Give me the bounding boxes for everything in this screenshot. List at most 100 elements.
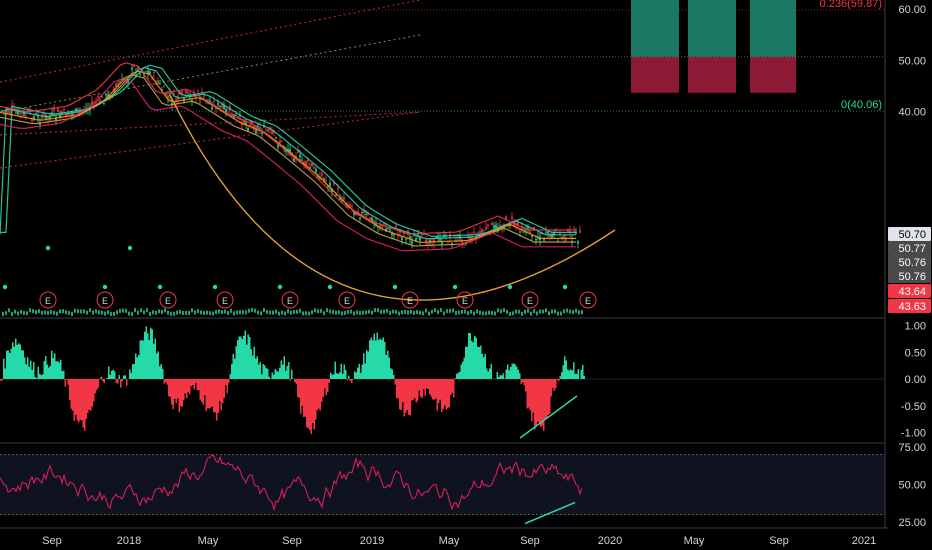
- candle-body: [533, 227, 535, 230]
- volume-bar: [137, 310, 139, 315]
- osc-bar: [546, 379, 548, 419]
- osc-bar: [70, 379, 72, 409]
- osc-bar: [367, 351, 369, 379]
- candle-body: [101, 96, 103, 98]
- candle-body: [427, 243, 429, 245]
- osc-bar: [459, 371, 461, 379]
- osc-bar: [135, 353, 137, 379]
- candle-body: [37, 115, 39, 118]
- osc-bar: [178, 379, 180, 413]
- osc-bar: [138, 355, 140, 379]
- osc-bar: [561, 372, 563, 379]
- osc-bar: [496, 372, 498, 379]
- dividend-dot: [392, 284, 398, 290]
- osc-bar: [469, 333, 471, 379]
- candle-body: [305, 161, 307, 166]
- price-badge: [888, 241, 931, 255]
- osc-bar: [0, 379, 2, 381]
- candle-body: [433, 239, 435, 243]
- osc-bar: [13, 346, 15, 379]
- osc-bar: [435, 379, 437, 399]
- osc-bar: [309, 379, 311, 430]
- osc-bar: [468, 332, 470, 379]
- candle-body: [249, 124, 251, 126]
- x-tick-label: Sep: [42, 535, 62, 547]
- osc-bar: [15, 338, 17, 379]
- candle-body: [213, 100, 215, 102]
- candle-body: [169, 92, 171, 97]
- osc-bar: [385, 354, 387, 379]
- volume-bar: [383, 309, 385, 314]
- price-badge-text: 50.76: [898, 257, 926, 269]
- osc-bar: [471, 340, 473, 379]
- osc-bar: [298, 379, 300, 398]
- volume-bar: [62, 309, 64, 314]
- osc-bar: [177, 379, 179, 399]
- osc-bar: [375, 340, 377, 379]
- volume-bar: [392, 309, 394, 314]
- candle-body: [47, 117, 49, 119]
- time-axis[interactable]: Sep 2018 May Sep 2019 May Sep 2020 May Sep 2021: [0, 527, 888, 547]
- candle-body: [77, 107, 79, 110]
- osc-bar: [261, 374, 263, 379]
- candle-body: [247, 127, 249, 132]
- osc-bar: [42, 374, 44, 379]
- dividend-dot: [277, 284, 283, 290]
- osc-bar: [574, 373, 576, 379]
- osc-bar: [364, 363, 366, 379]
- osc-bar: [441, 379, 443, 412]
- price-axis[interactable]: 140.00130.00120.00110.00100.0090.0080.00…: [884, 0, 931, 528]
- osc-bar: [571, 370, 573, 379]
- volume-bar: [545, 308, 547, 313]
- osc-bar: [321, 379, 323, 402]
- candle-body: [19, 113, 21, 115]
- volume-bar: [488, 310, 490, 315]
- osc-bar: [294, 379, 296, 383]
- osc-bar: [46, 364, 48, 379]
- candle-body: [551, 234, 553, 238]
- osc-bar: [415, 379, 417, 403]
- osc-bar: [180, 379, 182, 407]
- candle-body: [275, 137, 277, 139]
- price-panel[interactable]: 1.272(140.82)1(123.99)0.886(114.42)0.786…: [0, 0, 885, 444]
- volume-bar: [266, 310, 268, 315]
- candle-body: [309, 167, 311, 169]
- rsi-panel[interactable]: 75.00 50.00 25.00: [0, 442, 926, 529]
- osc-bar: [421, 379, 423, 399]
- candle-body: [15, 112, 17, 114]
- candle-body: [363, 209, 365, 214]
- volume-bar: [158, 309, 160, 314]
- volume-bar: [212, 311, 214, 316]
- volume-bar: [20, 310, 22, 315]
- osc-bar: [57, 361, 59, 379]
- target-box: [631, 0, 679, 57]
- osc-bar: [474, 335, 476, 379]
- osc-bar: [217, 379, 219, 414]
- osc-bar: [534, 379, 536, 430]
- volume-bar: [440, 308, 442, 313]
- candle-body: [9, 110, 11, 114]
- osc-bar: [121, 379, 123, 382]
- volume-bar: [569, 309, 571, 314]
- oscillator-panel[interactable]: 1.00 0.50 0.00 -0.50 -1.00: [0, 321, 926, 440]
- osc-bar: [403, 379, 405, 417]
- osc-bar: [79, 379, 81, 420]
- volume-bar: [5, 311, 7, 316]
- volume-bar: [146, 308, 148, 313]
- volume-bar: [179, 309, 181, 314]
- volume-bar: [479, 310, 481, 315]
- volume-bar: [389, 310, 391, 315]
- volume-bar: [356, 310, 358, 315]
- osc-bar: [445, 379, 447, 410]
- volume-bar: [272, 310, 274, 315]
- osc-bar: [192, 379, 194, 385]
- candle-body: [75, 108, 77, 112]
- volume-bar: [290, 310, 292, 315]
- osc-bar: [249, 337, 251, 379]
- candle-body: [133, 65, 135, 67]
- osc-bar: [505, 369, 507, 379]
- osc-bar: [10, 348, 12, 379]
- volume-bar: [92, 310, 94, 315]
- channel-line: [0, 0, 421, 83]
